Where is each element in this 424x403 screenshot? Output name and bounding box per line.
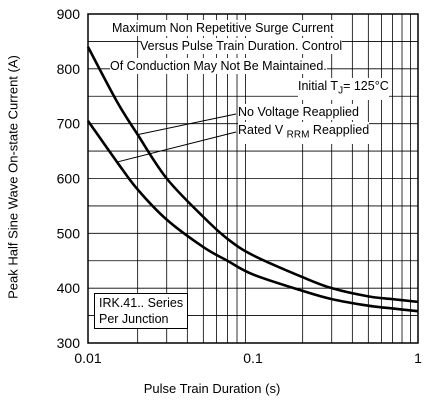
y-axis-label: Peak Half Sine Wave On-state Current (A) (5, 55, 21, 299)
series-line-2 (86, 120, 419, 313)
y-tick-label: 500 (57, 225, 81, 241)
series-box: IRK.41.. Series Per Junction (94, 293, 189, 329)
annotation-line-4: Initial TJ= 125°C (298, 78, 389, 100)
axis-tick-labels: 300 400 500 600 700 800 900 0.01 0.1 1 (57, 6, 422, 366)
plot-frame (87, 13, 419, 344)
y-tick-label: 600 (57, 171, 81, 187)
leader-no-voltage (137, 113, 237, 136)
x-tick-label: 1 (414, 350, 422, 366)
x-tick-label: 0.01 (74, 350, 101, 366)
leader-rated-vrrm (116, 131, 237, 163)
series-line-1 (86, 46, 419, 304)
y-tick-label: 400 (57, 280, 81, 296)
annotation-line-3: Of Conduction May Not Be Maintained. (110, 58, 327, 74)
y-tick-label: 300 (57, 335, 81, 351)
series-box-line-1: IRK.41.. Series (99, 296, 184, 310)
label-leader-lines (116, 113, 237, 163)
y-tick-label: 700 (57, 116, 81, 132)
label-rated-vrrm-reapplied: Rated V RRM Reapplied (238, 122, 370, 144)
y-tick-label: 800 (57, 61, 81, 77)
series-box-line-2: Per Junction (99, 312, 169, 326)
annotation-line-2: Versus Pulse Train Duration. Control (140, 38, 343, 54)
x-tick-label: 0.1 (243, 350, 263, 366)
curves (86, 46, 419, 313)
y-tick-label: 900 (57, 6, 81, 22)
annotation-line-1: Maximum Non Repetitive Surge Current (112, 20, 334, 36)
x-axis-label: Pulse Train Duration (s) (143, 381, 281, 396)
label-no-voltage-reapplied: No Voltage Reapplied (238, 104, 359, 120)
